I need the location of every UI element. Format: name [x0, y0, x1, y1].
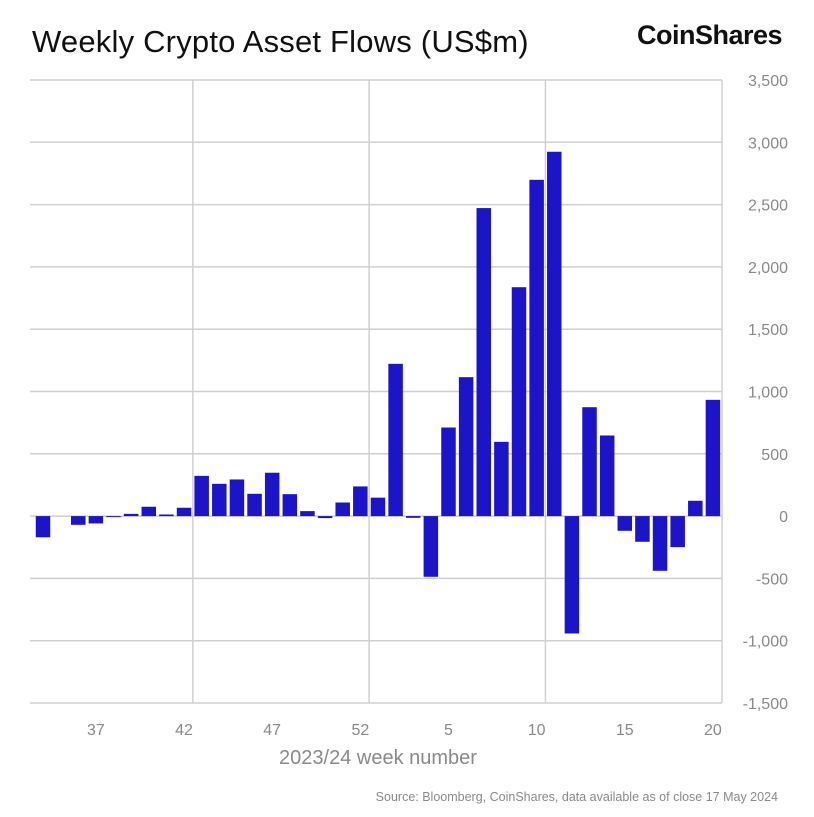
bar-week-49	[300, 511, 315, 517]
bar-week-39	[123, 513, 139, 517]
y-tick-label: 1,000	[748, 385, 788, 402]
chart-title: Weekly Crypto Asset Flows (US$m)	[32, 24, 529, 59]
bar-week-50	[317, 516, 333, 519]
bar-week-12	[564, 516, 580, 634]
bar-week-13	[582, 407, 597, 517]
bar-week-37	[88, 516, 104, 524]
bar-week-16	[635, 516, 650, 542]
y-tick-label: 500	[761, 447, 788, 464]
y-tick-labels: -1,500 -1,000 -500 0 500 1,000 1,500 2,000 2,500…	[743, 73, 788, 713]
bar-week-5	[441, 427, 456, 517]
x-tick-label: 5	[444, 722, 453, 739]
x-tick-label: 52	[351, 722, 369, 739]
bar-week-44	[212, 483, 227, 517]
bar-week-10	[529, 179, 544, 517]
bar-week-46	[247, 493, 262, 517]
bar-week-14	[599, 435, 615, 517]
bar-week-47	[264, 472, 280, 517]
y-tick-label: 1,500	[748, 322, 788, 339]
bar-week-4	[423, 516, 439, 577]
bar-week-41	[159, 514, 174, 517]
y-tick-label: 2,500	[748, 198, 788, 215]
x-tick-label: 42	[175, 722, 193, 739]
bar-week-20	[705, 399, 721, 517]
y-tick-label: 0	[779, 509, 788, 526]
bar-week-9	[511, 287, 527, 517]
y-tick-label: 3,000	[748, 135, 788, 152]
x-tick-label: 15	[616, 722, 634, 739]
x-tick-label: 20	[704, 722, 722, 739]
bar-week-15	[617, 516, 633, 531]
bar-week-6	[458, 377, 474, 517]
x-axis-label: 2023/24 week number	[279, 747, 477, 769]
bar-week-45	[229, 479, 245, 517]
coinshares-logo: CoinShares	[636, 20, 783, 50]
bar-week-7	[476, 208, 491, 517]
gridlines	[30, 79, 723, 704]
y-tick-label: -1,500	[743, 696, 788, 713]
bar-week-40	[141, 506, 157, 517]
bar-week-42	[176, 507, 192, 517]
bar-week-43	[194, 475, 209, 517]
x-tick-label: 47	[263, 722, 281, 739]
x-tick-labels: 37 42 47 52 5 10 15 20	[87, 722, 722, 739]
bar-week-3	[405, 516, 421, 518]
bar-week-11	[547, 151, 562, 517]
bar-week-8	[494, 441, 509, 517]
y-tick-label: 3,500	[748, 73, 788, 90]
x-tick-label: 10	[528, 722, 546, 739]
y-tick-label: -500	[756, 571, 788, 588]
bar-week-51	[335, 502, 350, 517]
bar-week-18	[670, 516, 685, 548]
bar-week-17	[652, 516, 668, 571]
source-note: Source: Bloomberg, CoinShares, data avai…	[375, 790, 778, 804]
bar-week-2	[388, 363, 403, 517]
x-tick-label: 37	[87, 722, 105, 739]
bar-week-34	[35, 516, 51, 538]
y-tick-label: -1,000	[743, 634, 788, 651]
bars	[35, 151, 721, 634]
bar-week-36	[71, 516, 86, 525]
bar-week-19	[688, 500, 703, 517]
bar-week-52	[353, 486, 368, 517]
bar-week-38	[106, 516, 121, 518]
bar-week-48	[282, 494, 298, 517]
bar-week-1	[370, 497, 386, 517]
y-tick-label: 2,000	[748, 260, 788, 277]
